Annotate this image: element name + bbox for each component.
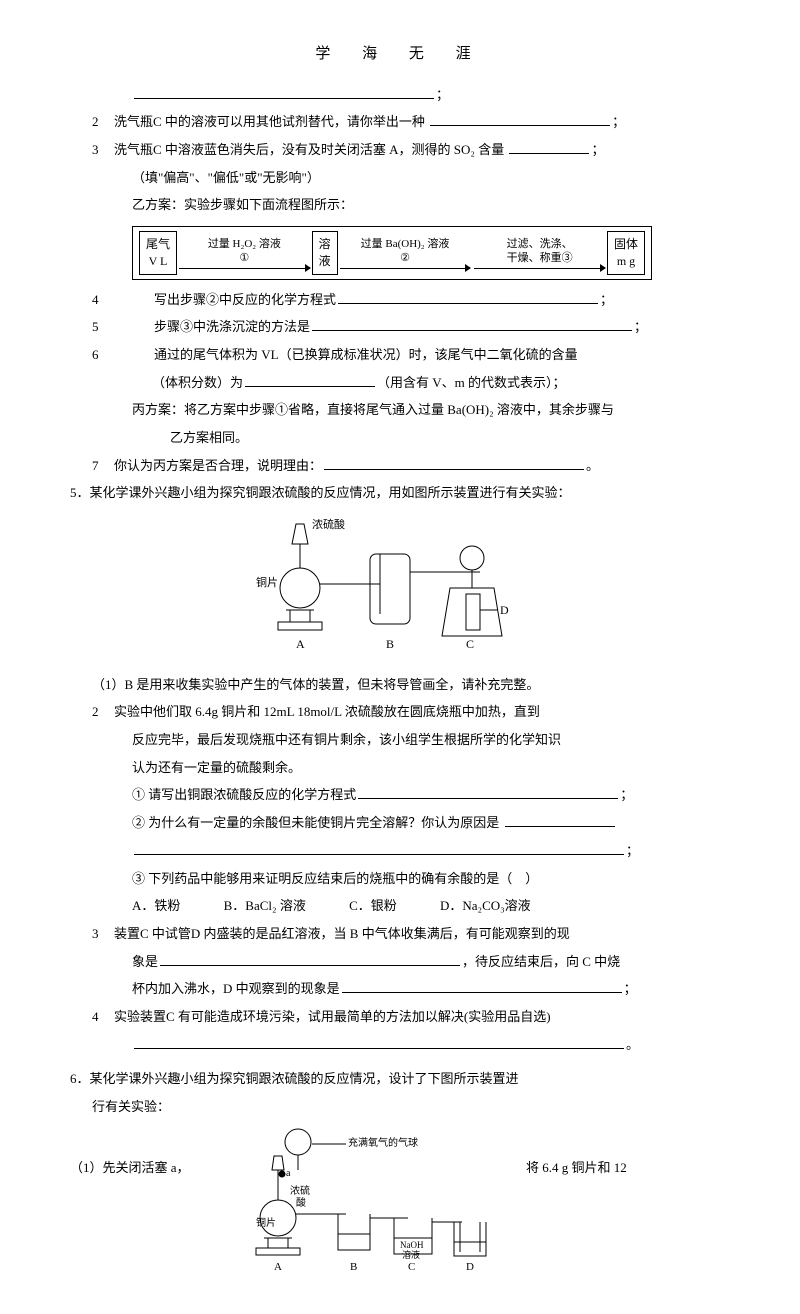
p6-intro: 6．某化学课外兴趣小组为探究铜跟浓硫酸的反应情况，设计了下图所示装置进 [70, 1067, 730, 1092]
q7: 7你认为丙方案是否合理，说明理由：。 [70, 454, 730, 479]
svg-text:NaOH: NaOH [400, 1240, 424, 1250]
option-a: A．铁粉 [132, 894, 180, 919]
svg-text:a: a [286, 1168, 291, 1179]
svg-text:C: C [466, 637, 474, 651]
p5-s3b: 象是，待反应结束后，向 C 中烧 [70, 950, 730, 975]
svg-text:B: B [386, 637, 394, 651]
q6-l1: 6通过的尾气体积为 VL（已换算成标准状况）时，该尾气中二氧化硫的含量 [70, 343, 730, 368]
p5-s2c: 认为还有一定量的硫酸剩余。 [70, 756, 730, 781]
plan-c-l1: 丙方案：将乙方案中步骤①省略，直接将尾气通入过量 Ba(OH)₂ 溶液中，其余步… [70, 398, 730, 423]
svg-text:浓硫: 浓硫 [290, 1184, 310, 1197]
p5-s2b: 反应完毕，最后发现烧瓶中还有铜片剩余，该小组学生根据所学的化学知识 [70, 728, 730, 753]
option-b: B．BaCl₂ 溶液 [224, 894, 306, 919]
q5: 5步骤③中洗涤沉淀的方法是； [70, 315, 730, 340]
p5-s3d: 杯内加入沸水，D 中观察到的现象是； [70, 977, 730, 1002]
svg-text:B: B [350, 1261, 357, 1273]
p5-diagram: 浓硫酸 铜片 A B C D [70, 514, 730, 663]
p6-s1-left: （1）先关闭活塞 a， [70, 1126, 220, 1181]
p6-intro2: 行有关实验： [70, 1095, 730, 1120]
plan-c-l2: 乙方案相同。 [70, 426, 730, 451]
q4: 4写出步骤②中反应的化学方程式； [70, 288, 730, 313]
svg-text:A: A [296, 637, 305, 651]
q6-l2: （体积分数）为（用含有 V、m 的代数式表示）； [70, 371, 730, 396]
p5-c3: ③ 下列药品中能够用来证明反应结束后的烧瓶中的确有余酸的是（ ） [70, 867, 730, 892]
svg-text:铜片: 铜片 [256, 1216, 276, 1229]
p5-s2a: 2实验中他们取 6.4g 铜片和 12mL 18mol/L 浓硫酸放在圆底烧瓶中… [70, 700, 730, 725]
p5-c1: ① 请写出铜跟浓硫酸反应的化学方程式； [70, 783, 730, 808]
svg-text:浓硫酸: 浓硫酸 [312, 517, 345, 531]
svg-text:充满氧气的气球: 充满氧气的气球 [348, 1136, 418, 1149]
p5-s4: 4实验装置C 有可能造成环境污染，试用最简单的方法加以解决(实验用品自选) [70, 1005, 730, 1030]
p5-c2b: ； [70, 839, 730, 864]
p5-s1: （1）B 是用来收集实验中产生的气体的装置，但未将导管画全，请补充完整。 [70, 673, 730, 698]
p6-s1-right: 将 6.4 g 铜片和 12 [526, 1126, 730, 1181]
option-d: D．Na₂CO₃溶液 [440, 894, 531, 919]
p5-s4b: 。 [70, 1033, 730, 1058]
p5-options: A．铁粉 B．BaCl₂ 溶液 C．银粉 D．Na₂CO₃溶液 [70, 894, 730, 919]
svg-text:A: A [274, 1261, 282, 1273]
page-header: 学 海 无 涯 [70, 40, 730, 69]
svg-text:酸: 酸 [296, 1196, 306, 1209]
p5-s3a: 3装置C 中试管D 内盛装的是品红溶液，当 B 中气体收集满后，有可能观察到的现 [70, 922, 730, 947]
svg-text:D: D [500, 603, 509, 617]
svg-text:D: D [466, 1261, 474, 1273]
flow-diagram: 尾气V L 过量 H₂O₂ 溶液① 溶液 过量 Ba(OH)₂ 溶液② 过滤、洗… [132, 226, 652, 280]
q3-line2: （填"偏高"、"偏低"或"无影响"） [70, 166, 730, 191]
q2-line: 2洗气瓶C 中的溶液可以用其他试剂替代，请你举出一种 ； [70, 110, 730, 135]
q3-line1: 3洗气瓶C 中溶液蓝色消失后，没有及时关闭活塞 A，测得的 SO₂ 含量 ； [70, 138, 730, 163]
p6-diagram: 充满氧气的气球 a 浓硫 酸 铜片 NaOH 溶液 A B C D [228, 1126, 518, 1285]
top-blank-line: ； [70, 83, 730, 108]
p5-intro: 5．某化学课外兴趣小组为探究铜跟浓硫酸的反应情况，用如图所示装置进行有关实验： [70, 481, 730, 506]
plan-b-intro: 乙方案：实验步骤如下面流程图所示： [70, 193, 730, 218]
p6-row: （1）先关闭活塞 a， [70, 1126, 730, 1285]
svg-text:铜片: 铜片 [256, 575, 278, 589]
p5-c2: ② 为什么有一定量的余酸但未能使铜片完全溶解？你认为原因是 [70, 811, 730, 836]
svg-text:溶液: 溶液 [402, 1249, 420, 1260]
svg-text:C: C [408, 1261, 415, 1273]
option-c: C．银粉 [349, 894, 397, 919]
